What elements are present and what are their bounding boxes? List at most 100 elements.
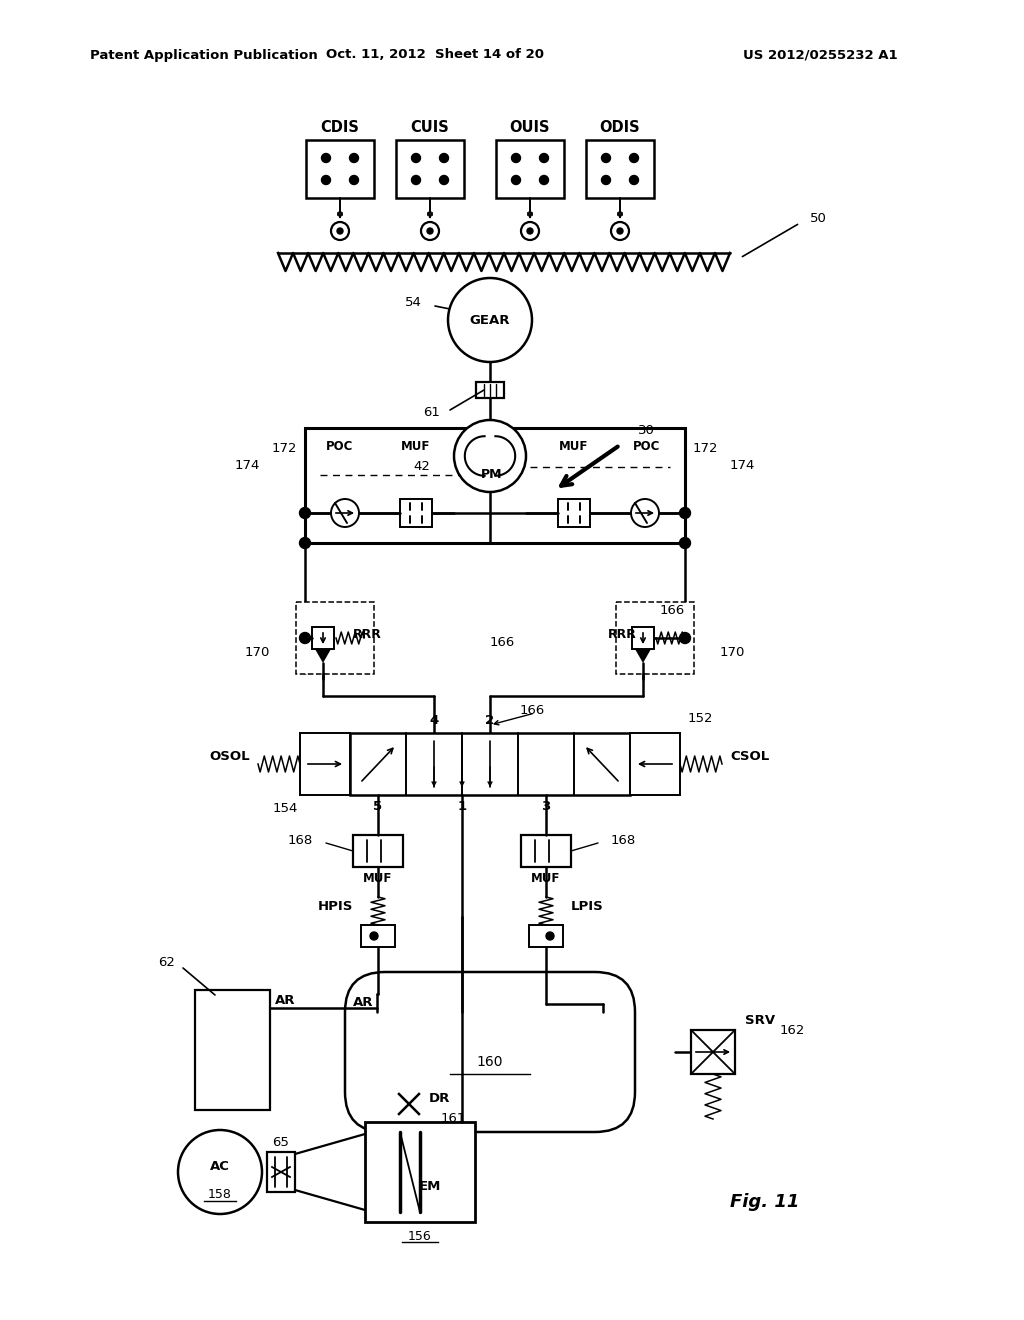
Text: 154: 154 [272, 803, 298, 816]
Circle shape [631, 499, 659, 527]
Circle shape [370, 932, 378, 940]
Circle shape [630, 153, 639, 162]
Circle shape [601, 176, 610, 185]
Text: 62: 62 [158, 956, 175, 969]
Text: 61: 61 [423, 407, 440, 420]
Text: 170: 170 [720, 647, 745, 660]
Polygon shape [635, 649, 651, 663]
Text: MUF: MUF [401, 440, 431, 453]
Text: 160: 160 [477, 1055, 503, 1069]
Bar [396, 140, 464, 198]
Bar [365, 1122, 475, 1222]
Text: SRV: SRV [745, 1014, 775, 1027]
Bar [312, 627, 334, 649]
Text: 166: 166 [490, 636, 515, 649]
Circle shape [540, 153, 549, 162]
Text: 166: 166 [520, 705, 545, 718]
Text: AC: AC [210, 1160, 230, 1173]
Circle shape [680, 537, 690, 549]
Bar [496, 140, 564, 198]
Text: DR: DR [429, 1093, 451, 1106]
Bar [353, 836, 403, 867]
Text: 166: 166 [660, 603, 685, 616]
Bar [195, 990, 270, 1110]
Bar [616, 602, 694, 675]
Circle shape [680, 632, 690, 644]
Bar [586, 140, 654, 198]
Text: 30: 30 [638, 424, 655, 437]
Text: CDIS: CDIS [321, 120, 359, 136]
Text: 162: 162 [780, 1023, 805, 1036]
Circle shape [617, 228, 623, 234]
Circle shape [412, 176, 421, 185]
Text: 158: 158 [208, 1188, 232, 1200]
Bar [691, 1030, 735, 1074]
Text: 5: 5 [374, 800, 383, 813]
Circle shape [680, 507, 690, 519]
Text: EM: EM [419, 1180, 441, 1193]
FancyBboxPatch shape [345, 972, 635, 1133]
Text: OUIS: OUIS [510, 120, 550, 136]
Text: HPIS: HPIS [317, 900, 353, 913]
Circle shape [421, 222, 439, 240]
Bar [300, 733, 350, 795]
Circle shape [601, 153, 610, 162]
Bar [630, 733, 680, 795]
Text: 50: 50 [810, 211, 826, 224]
Circle shape [439, 176, 449, 185]
Text: AR: AR [275, 994, 296, 1006]
Text: 168: 168 [288, 833, 313, 846]
Circle shape [331, 499, 359, 527]
Text: MUF: MUF [559, 440, 589, 453]
Text: OSOL: OSOL [209, 750, 250, 763]
Circle shape [322, 153, 331, 162]
Bar [361, 925, 395, 946]
Text: CUIS: CUIS [411, 120, 450, 136]
Text: RRR: RRR [608, 627, 637, 640]
Circle shape [349, 153, 358, 162]
Bar [558, 499, 590, 527]
Circle shape [611, 222, 629, 240]
Text: 168: 168 [611, 833, 636, 846]
Text: 174: 174 [730, 459, 756, 473]
Text: 174: 174 [234, 459, 260, 473]
Text: 3: 3 [542, 800, 551, 813]
Bar [400, 499, 432, 527]
Text: CSOL: CSOL [730, 750, 769, 763]
Text: 1: 1 [458, 800, 467, 813]
Text: Fig. 11: Fig. 11 [730, 1193, 800, 1210]
Circle shape [322, 176, 331, 185]
Circle shape [439, 153, 449, 162]
Circle shape [349, 176, 358, 185]
Circle shape [454, 420, 526, 492]
Polygon shape [315, 649, 331, 663]
Bar [632, 627, 654, 649]
Text: Oct. 11, 2012  Sheet 14 of 20: Oct. 11, 2012 Sheet 14 of 20 [326, 49, 544, 62]
Circle shape [449, 279, 532, 362]
Bar [305, 428, 685, 543]
Circle shape [299, 632, 310, 644]
Text: POC: POC [327, 440, 353, 453]
Circle shape [178, 1130, 262, 1214]
Text: LPIS: LPIS [571, 900, 604, 913]
Bar [529, 925, 563, 946]
Text: GEAR: GEAR [470, 314, 510, 326]
Circle shape [527, 228, 534, 234]
Circle shape [630, 176, 639, 185]
Bar [521, 836, 571, 867]
Bar [306, 140, 374, 198]
Text: 4: 4 [429, 714, 438, 727]
Circle shape [427, 228, 433, 234]
Circle shape [299, 507, 310, 519]
Circle shape [521, 222, 539, 240]
Text: 54: 54 [406, 296, 422, 309]
Text: Patent Application Publication: Patent Application Publication [90, 49, 317, 62]
Text: MUF: MUF [364, 873, 392, 886]
Bar [476, 381, 504, 399]
Text: 152: 152 [688, 713, 714, 726]
Text: 156: 156 [409, 1229, 432, 1242]
Text: 172: 172 [271, 441, 297, 454]
Bar [350, 733, 630, 795]
Text: ODIS: ODIS [600, 120, 640, 136]
Text: 42: 42 [413, 459, 430, 473]
